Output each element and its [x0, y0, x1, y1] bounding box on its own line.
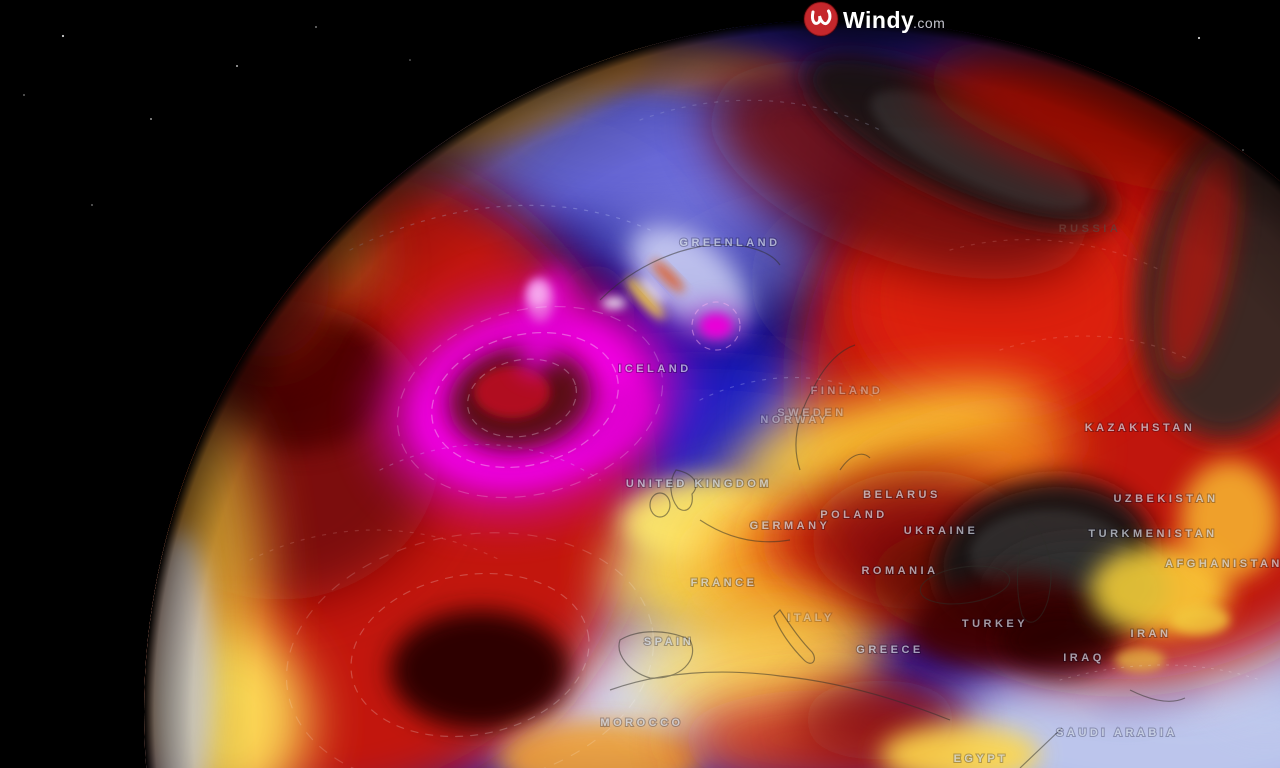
map-label-finland: FINLAND	[811, 385, 884, 397]
map-label-france: FRANCE	[691, 577, 758, 589]
windy-logo[interactable]: Windy .com	[780, 0, 970, 44]
map-label-iceland: ICELAND	[618, 363, 691, 375]
map-label-morocco: MOROCCO	[600, 717, 683, 729]
map-label-norway: NORWAY	[760, 414, 829, 426]
map-label-italy: ITALY	[787, 612, 834, 624]
wind-swirl-icon	[811, 9, 832, 26]
stars	[23, 26, 1244, 206]
map-label-afghanistan: AFGHANISTAN	[1165, 558, 1280, 570]
map-label-greenland: GREENLAND	[679, 237, 780, 249]
map-label-belarus: BELARUS	[863, 489, 941, 501]
map-label-iran: IRAN	[1131, 628, 1172, 640]
country-labels: GREENLAND ICELAND FINLAND NORWAY SWEDEN …	[599, 223, 1280, 766]
windy-logo-mark	[803, 1, 839, 37]
map-label-romania: ROMANIA	[861, 565, 938, 577]
map-label-greece: GREECE	[856, 644, 923, 656]
map-label-united-kingdom: UNITED KINGDOM	[626, 478, 772, 490]
map-label-ukraine: UKRAINE	[904, 525, 979, 537]
map-label-poland: POLAND	[820, 509, 887, 521]
map-label-turkey: TURKEY	[962, 618, 1028, 630]
map-label-sweden: SWEDEN	[777, 407, 846, 419]
brand-suffix: .com	[913, 15, 945, 31]
map-label-iraq: IRAQ	[1063, 652, 1105, 664]
map-label-uzbekistan: UZBEKISTAN	[1113, 493, 1218, 505]
map-label-spain: SPAIN	[644, 636, 694, 648]
map-label-saudi-arabia: SAUDI ARABIA	[1056, 727, 1178, 739]
map-label-turkmenistan: TURKMENISTAN	[1088, 528, 1217, 540]
brand-name: Windy	[843, 7, 914, 33]
map-label-kazakhstan: KAZAKHSTAN	[1085, 422, 1196, 434]
map-label-egypt: EGYPT	[954, 753, 1009, 765]
map-label-russia: RUSSIA	[1059, 223, 1122, 235]
globe-limb-shade	[144, 20, 1280, 768]
map-label-germany: GERMANY	[750, 520, 831, 532]
